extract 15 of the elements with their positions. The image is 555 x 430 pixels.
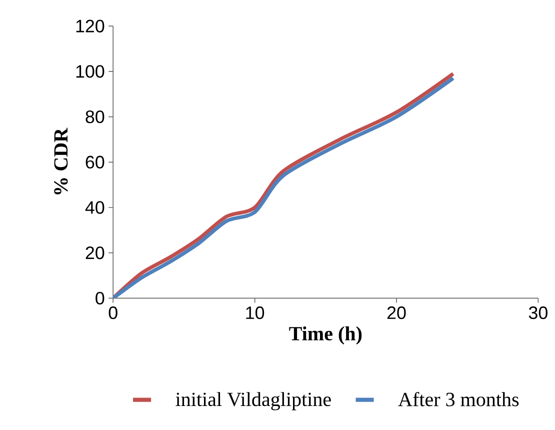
y-axis-title: % CDR xyxy=(54,128,68,194)
y-tick-label: 60 xyxy=(86,156,104,168)
legend-label: After 3 months xyxy=(398,392,519,406)
y-tick-label: 20 xyxy=(86,246,104,260)
x-tick-label: 0 xyxy=(108,306,118,320)
x-tick-label: 20 xyxy=(387,306,406,320)
x-tick-label: 30 xyxy=(528,306,548,320)
y-tick-label: 120 xyxy=(76,20,104,32)
x-axis-title: Time (h) xyxy=(289,326,362,344)
y-tick-label: 100 xyxy=(76,65,104,78)
y-tick-label: 0 xyxy=(96,292,104,304)
x-tick-label: 10 xyxy=(246,306,264,320)
y-tick-label: 80 xyxy=(86,110,104,124)
y-tick-label: 40 xyxy=(85,201,104,214)
legend-label: initial Vildagliptine xyxy=(176,392,331,410)
